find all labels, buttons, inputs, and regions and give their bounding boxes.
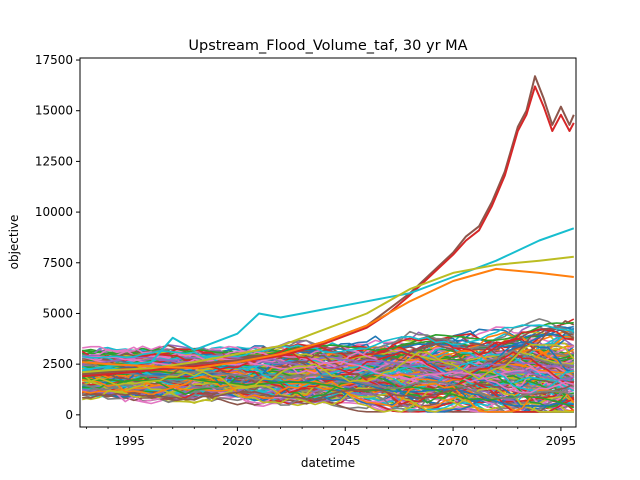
ensemble-line — [81, 343, 575, 388]
y-tick-label: 15000 — [35, 104, 73, 118]
x-tick-label: 2045 — [330, 434, 361, 448]
ensemble-line — [82, 356, 575, 381]
series-line — [82, 75, 575, 376]
x-tick-label: 1995 — [114, 434, 145, 448]
ensemble-line — [82, 356, 574, 394]
x-axis: 1995 2020 2045 2070 2095 — [86, 427, 576, 448]
ensemble-line — [82, 382, 575, 401]
x-tick-label: 2095 — [546, 434, 577, 448]
series-line — [82, 85, 575, 378]
ensemble-line — [82, 376, 575, 413]
y-axis-label: objective — [7, 215, 21, 270]
y-tick-label: 0 — [65, 408, 73, 422]
y-axis: 0 2500 5000 7500 10000 12500 15000 17500 — [35, 53, 80, 422]
y-tick-label: 12500 — [35, 154, 73, 168]
series-line — [82, 267, 574, 370]
y-tick-label: 17500 — [35, 53, 73, 67]
plot-frame — [79, 57, 577, 428]
x-tick-label: 2020 — [222, 434, 253, 448]
series-layer — [81, 75, 575, 413]
ensemble-line — [82, 324, 574, 359]
chart-title: Upstream_Flood_Volume_taf, 30 yr MA — [188, 38, 467, 54]
ensemble-line — [82, 369, 575, 400]
y-tick-label: 2500 — [42, 357, 73, 371]
y-tick-label: 5000 — [42, 306, 73, 320]
x-tick-label: 2070 — [438, 434, 469, 448]
series-line — [82, 255, 574, 374]
x-axis-label: datetime — [301, 456, 355, 470]
y-tick-label: 7500 — [42, 256, 73, 270]
ensemble-line — [81, 352, 575, 390]
ensemble-line — [82, 371, 574, 408]
y-tick-label: 10000 — [35, 205, 73, 219]
ensemble-line — [81, 328, 574, 362]
